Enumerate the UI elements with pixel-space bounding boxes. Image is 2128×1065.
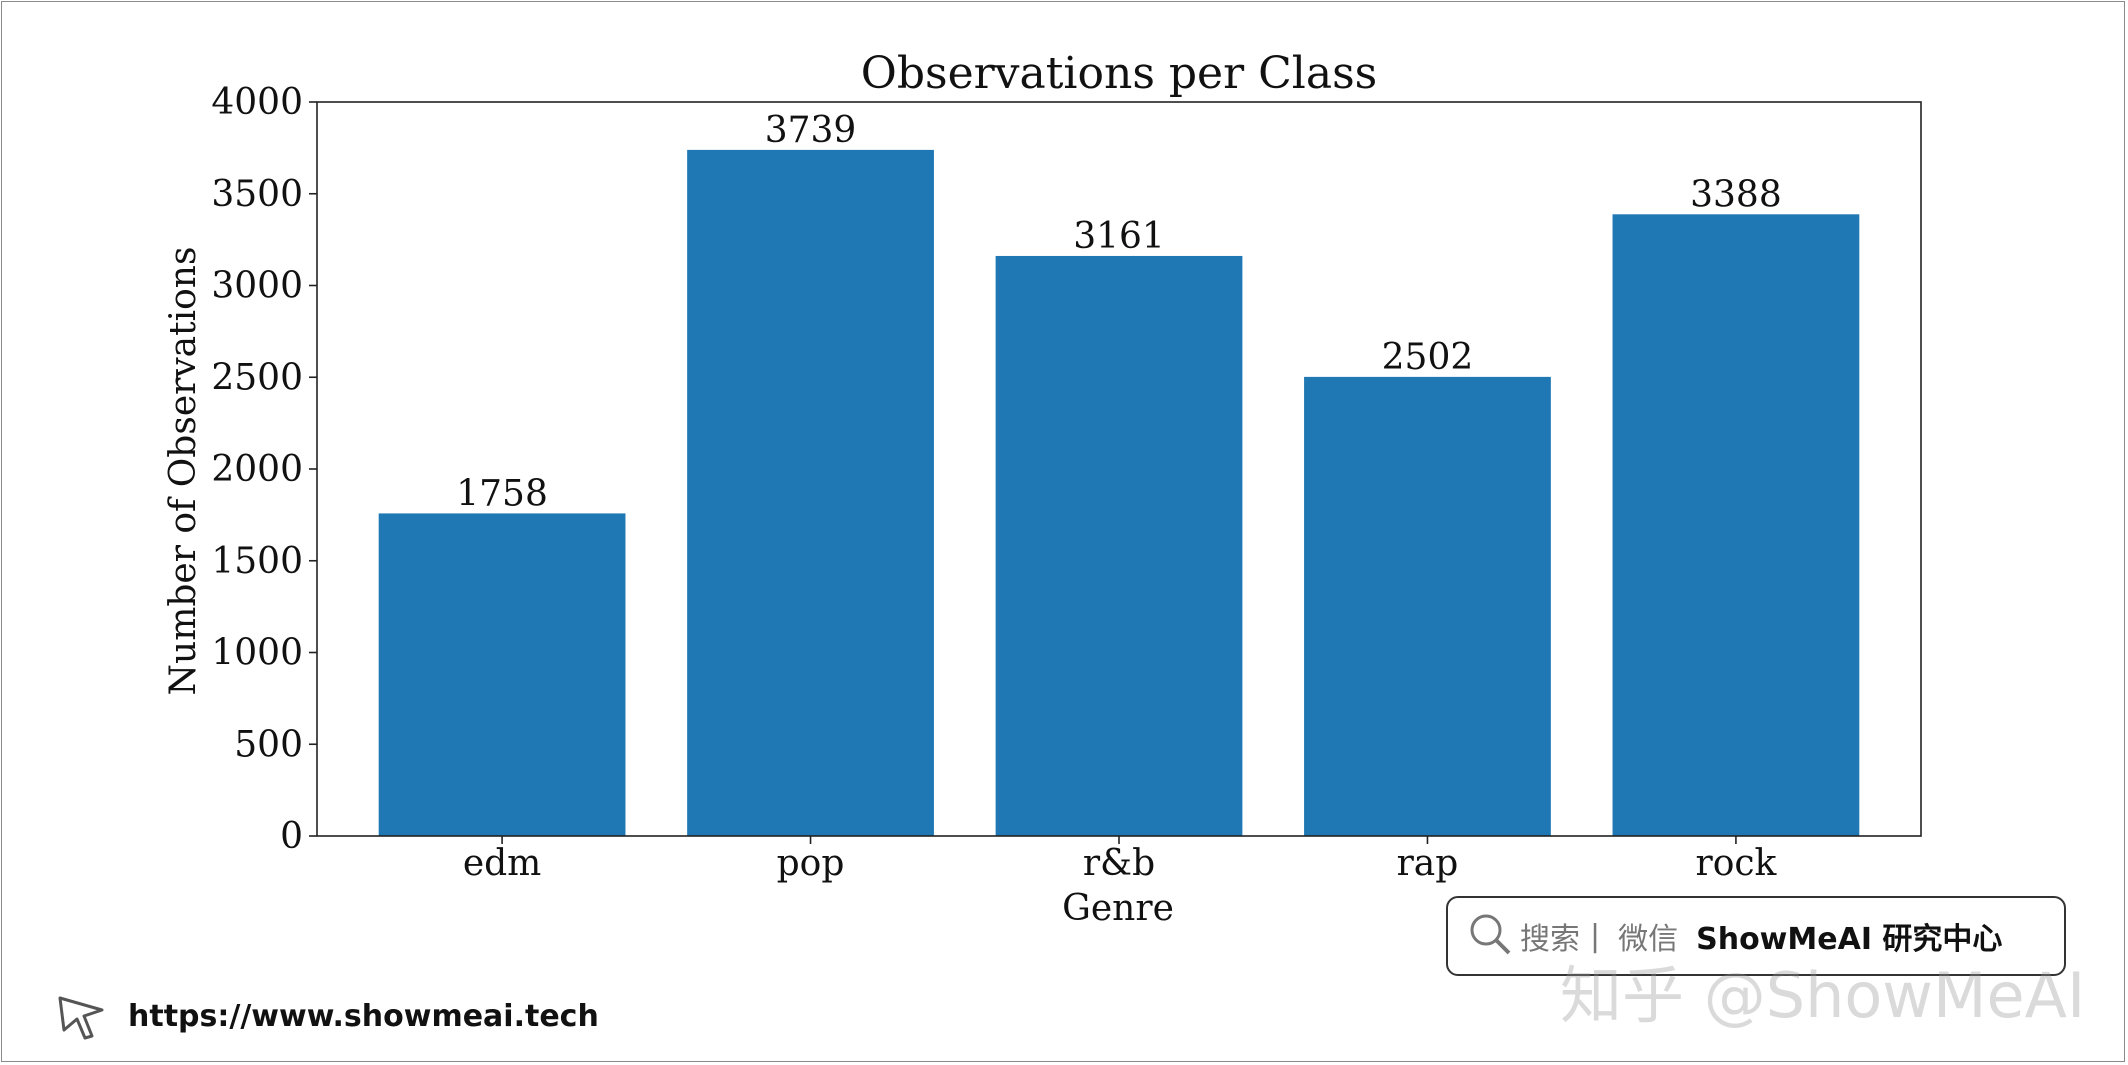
y-tick-label: 1000 [211,633,303,674]
bar-rock [1612,214,1860,836]
bar-value-label: 3739 [765,110,857,151]
watermark-search-label: 搜索 [1520,922,1580,957]
x-axis-ticks: edm pop r&b rap rock [463,836,1778,884]
zhihu-watermark: 知乎 @ShowMeAI [1560,959,2086,1032]
y-axis-label: Number of Observations [163,247,204,696]
x-tick-label: pop [777,843,845,884]
y-tick-label: 2000 [211,449,303,490]
chart-title: Observations per Class [861,48,1377,99]
footer-url: https://www.showmeai.tech [128,998,599,1034]
plot-area-frame [316,101,1922,837]
x-tick-label: r&b [1083,843,1155,884]
bar-pop [687,149,934,836]
bar-labels-group: 1758 3739 3161 2502 3388 [456,110,1781,515]
y-tick-label: 3500 [211,174,303,215]
cursor-arrow-icon [56,988,108,1044]
y-tick-label: 500 [234,724,303,765]
bar-rb [995,255,1243,837]
watermark-badge: 搜索 | 微信 ShowMeAI 研究中心 [1446,896,2066,976]
watermark-brand: ShowMeAI 研究中心 [1696,922,2003,957]
y-tick-label: 0 [280,816,303,857]
bar-rap [1304,376,1551,836]
watermark-wechat-label: 微信 [1618,922,1679,957]
y-tick-label: 2500 [211,357,303,398]
footer-link[interactable]: https://www.showmeai.tech [56,988,599,1044]
magnifier-icon [1468,912,1512,960]
x-axis-label: Genre [1062,888,1174,929]
bar-value-label: 2502 [1382,337,1474,378]
bar-value-label: 3388 [1690,174,1782,215]
y-tick-label: 1500 [211,541,303,582]
bar-edm [378,513,626,836]
y-tick-label: 3000 [211,266,303,307]
x-tick-label: edm [463,843,542,884]
watermark-separator: | [1590,918,1601,954]
x-tick-label: rap [1397,843,1459,884]
y-axis-ticks: 0 500 1000 1500 2000 2500 3000 3500 4000 [211,82,317,857]
bar-value-label: 1758 [456,473,548,514]
x-tick-label: rock [1695,843,1777,884]
y-tick-label: 4000 [211,82,303,123]
bar-value-label: 3161 [1073,216,1165,257]
bars-group [378,149,1860,837]
